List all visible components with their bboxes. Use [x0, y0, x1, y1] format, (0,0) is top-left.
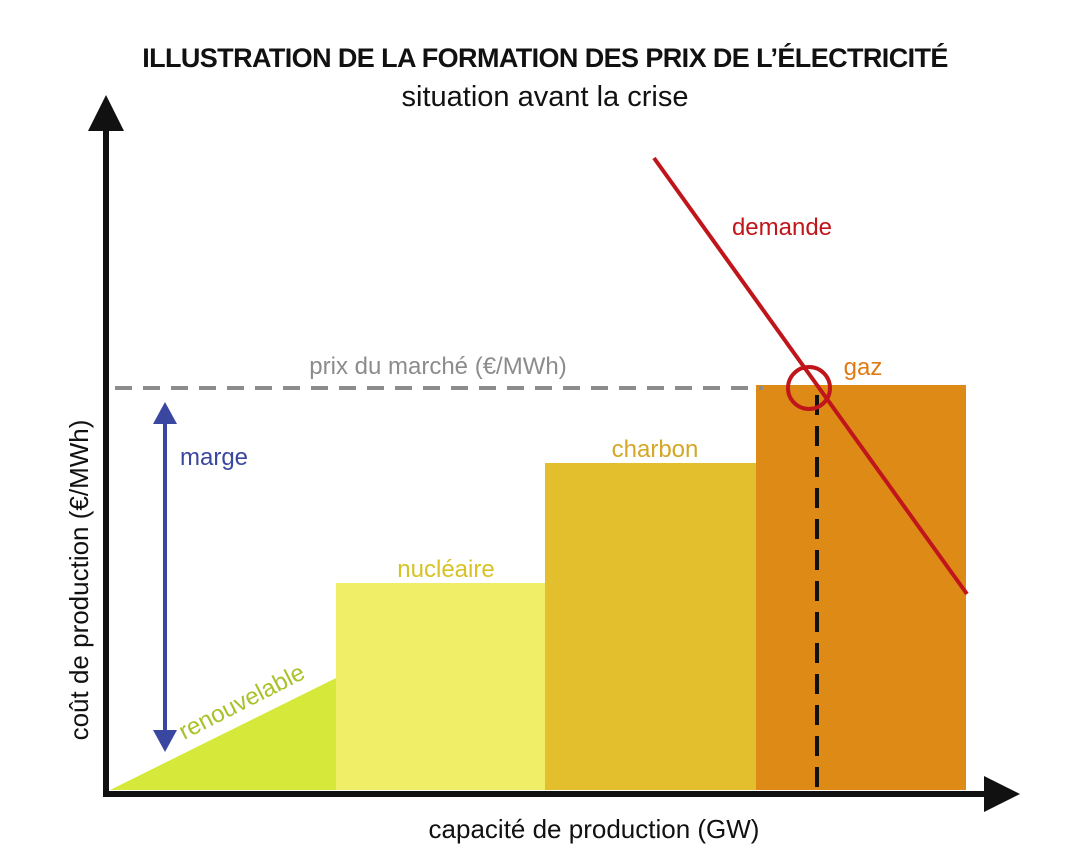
page-subtitle: situation avant la crise [402, 81, 689, 113]
y-axis-label: coût de production (€/MWh) [64, 420, 94, 741]
page-title: ILLUSTRATION DE LA FORMATION DES PRIX DE… [142, 42, 948, 73]
market-price-label: prix du marché (€/MWh) [309, 353, 566, 380]
nucleaire-block [336, 583, 545, 790]
renouvelable-block [110, 678, 336, 790]
margin-arrow [153, 402, 177, 752]
y-axis [88, 95, 124, 797]
y-axis-arrow-icon [88, 95, 124, 131]
charbon-block [545, 463, 756, 790]
gaz-label: gaz [844, 354, 883, 381]
x-axis-arrow-icon [984, 776, 1020, 812]
supply-stack [110, 385, 966, 790]
x-axis [103, 776, 1020, 812]
demand-label: demande [732, 214, 832, 241]
equilibrium-marker [786, 365, 832, 411]
charbon-label: charbon [612, 436, 699, 463]
nucleaire-label: nucléaire [397, 556, 494, 583]
gaz-block [756, 385, 966, 790]
demand-line [652, 156, 969, 596]
margin-label: marge [180, 444, 248, 471]
x-axis-label: capacité de production (GW) [429, 814, 760, 844]
